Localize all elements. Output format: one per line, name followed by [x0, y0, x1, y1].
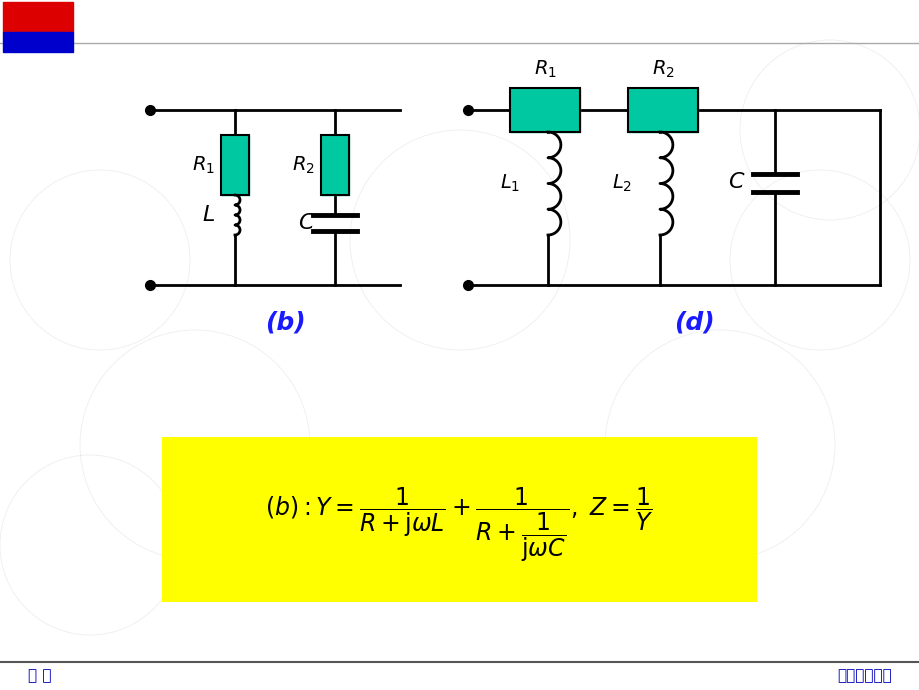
Bar: [628, 88, 698, 132]
Bar: [3, 2, 73, 32]
Text: $L$: $L$: [201, 205, 215, 225]
Bar: [3, 32, 73, 52]
Text: (b): (b): [265, 311, 305, 335]
Text: $L_2$: $L_2$: [611, 173, 631, 194]
Text: 电 路: 电 路: [28, 669, 51, 684]
Text: $R_2$: $R_2$: [292, 155, 314, 176]
Text: $C$: $C$: [297, 213, 314, 233]
Text: $R_1$: $R_1$: [533, 59, 556, 80]
Text: (d): (d): [673, 311, 713, 335]
Bar: [628, 88, 698, 132]
Bar: [509, 88, 579, 132]
Text: $C$: $C$: [727, 172, 744, 193]
Bar: [321, 135, 348, 195]
Bar: [509, 88, 579, 132]
Text: $R_2$: $R_2$: [651, 59, 674, 80]
Bar: [162, 437, 756, 602]
Text: $R_1$: $R_1$: [192, 155, 215, 176]
Text: $L_1$: $L_1$: [499, 173, 519, 194]
Bar: [221, 135, 249, 195]
Bar: [221, 135, 249, 195]
Text: 南京理工大学: 南京理工大学: [836, 669, 891, 684]
Bar: [321, 135, 348, 195]
Text: $(b):Y=\dfrac{1}{R+\mathrm{j}\omega L}+\dfrac{1}{R+\dfrac{1}{\mathrm{j}\omega C}: $(b):Y=\dfrac{1}{R+\mathrm{j}\omega L}+\…: [266, 485, 652, 564]
